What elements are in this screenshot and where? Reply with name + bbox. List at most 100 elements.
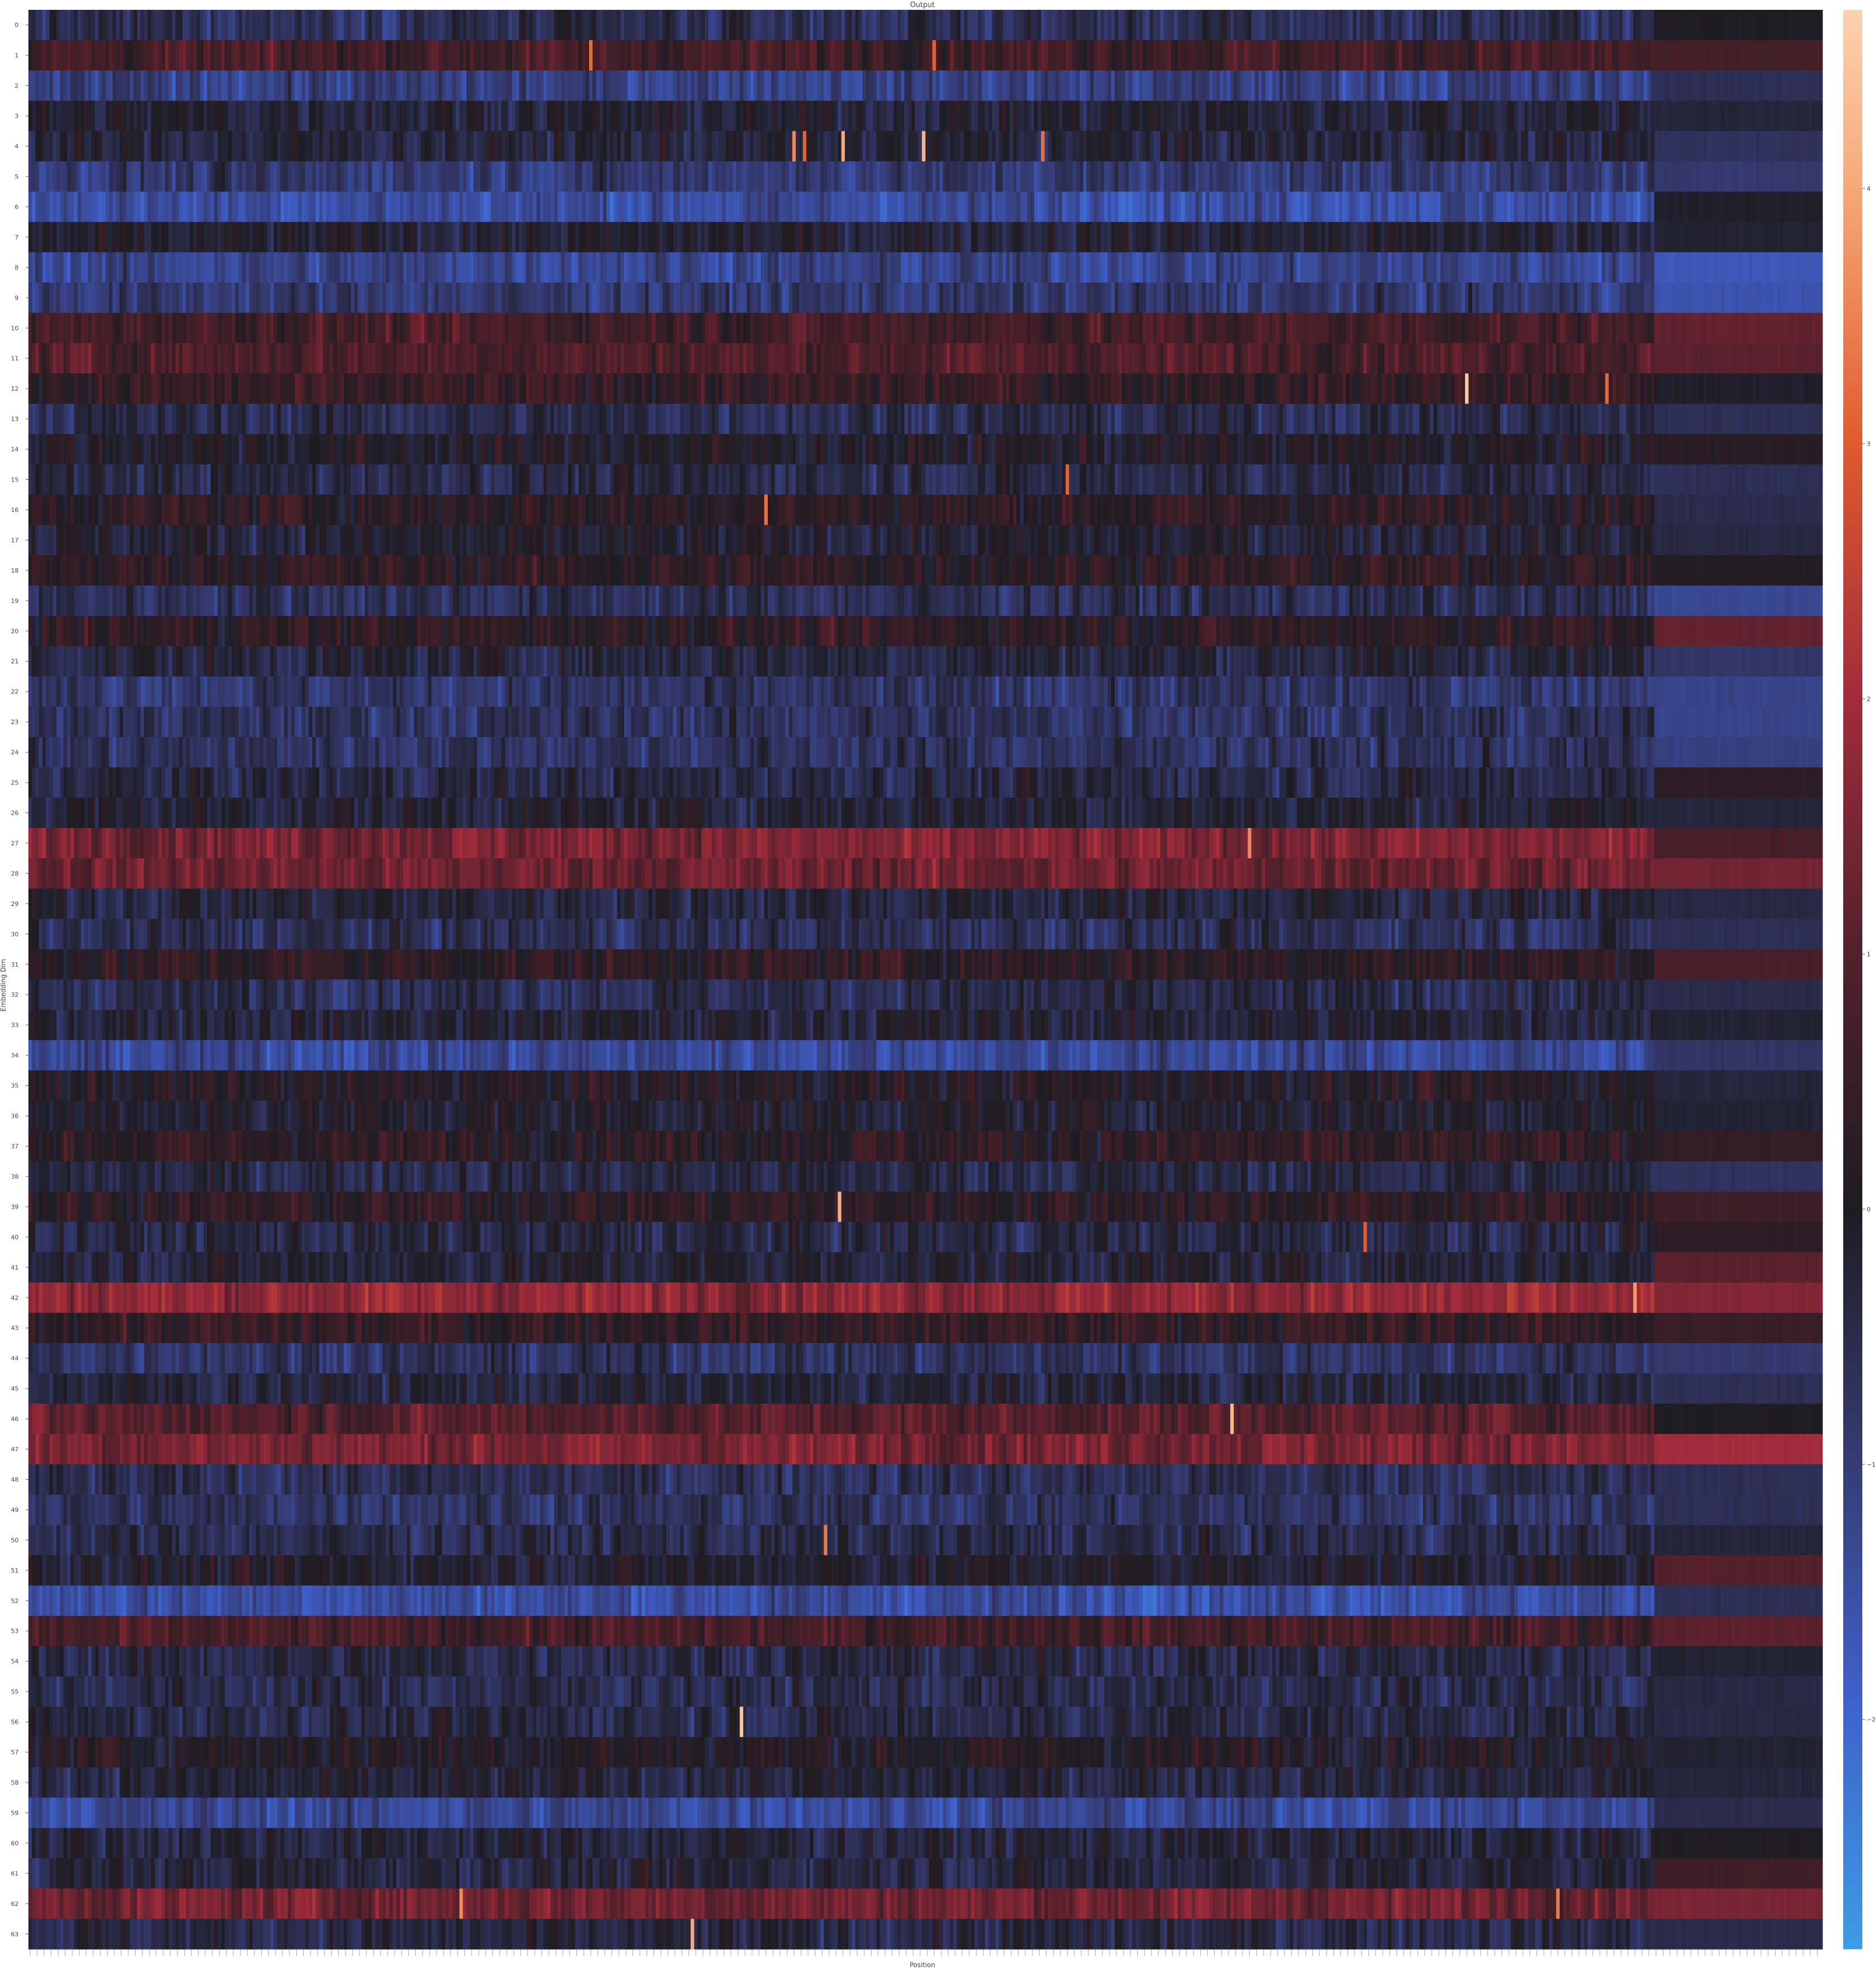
heatmap-cell [1360,131,1364,162]
heatmap-cell [28,40,32,70]
heatmap-cell [417,222,421,252]
heatmap-cell [1486,10,1490,40]
heatmap-cell [410,222,414,252]
heatmap-cell [1276,161,1280,192]
heatmap-cell [1150,222,1154,252]
heatmap-cell [589,101,593,131]
heatmap-cell [568,161,572,192]
heatmap-cell [1132,222,1136,252]
heatmap-cell [813,161,817,192]
heatmap-cell [91,222,95,252]
heatmap-cell [88,161,92,192]
heatmap-cell [859,222,863,252]
heatmap-cell [1230,10,1234,40]
heatmap-cell [1549,40,1553,70]
heatmap-cell [582,101,586,131]
heatmap-cell [298,222,302,252]
heatmap-cell [1244,101,1248,131]
heatmap-cell [1041,161,1045,192]
heatmap-cell [1637,70,1640,101]
heatmap-cell [1444,70,1448,101]
heatmap-cell [627,161,631,192]
heatmap-cell [1700,131,1704,162]
heatmap-cell [1752,131,1756,162]
heatmap-cell [351,192,355,222]
heatmap-cell [396,161,400,192]
heatmap-cell [60,131,64,162]
heatmap-cell [116,192,120,222]
heatmap-cell [1675,101,1679,131]
heatmap-cell [1402,161,1406,192]
heatmap-cell [477,222,481,252]
heatmap-cell [978,101,982,131]
heatmap-cell [179,222,183,252]
heatmap-cell [277,10,281,40]
heatmap-cell [904,222,908,252]
heatmap-cell [78,192,81,222]
heatmap-cell [1574,70,1578,101]
heatmap-cell [309,101,313,131]
heatmap-cell [249,10,253,40]
heatmap-cell [519,222,523,252]
heatmap-cell [1024,101,1027,131]
heatmap-cell [333,70,337,101]
heatmap-cell [1510,70,1514,101]
heatmap-cell [957,161,961,192]
heatmap-cell [1325,222,1328,252]
heatmap-cell [249,101,253,131]
heatmap-cell [624,70,628,101]
heatmap-cell [1451,131,1455,162]
heatmap-cell [407,161,411,192]
heatmap-cell [1808,222,1812,252]
heatmap-cell [1336,10,1339,40]
heatmap-cell [1027,161,1031,192]
heatmap-cell [1336,70,1339,101]
heatmap-cell [561,10,565,40]
heatmap-cell [715,222,719,252]
heatmap-cell [1798,222,1802,252]
heatmap-cell [1388,192,1392,222]
heatmap-cell [214,131,218,162]
heatmap-cell [1388,222,1392,252]
heatmap-cell [403,101,407,131]
heatmap-cell [1570,70,1574,101]
heatmap-cell [869,10,873,40]
heatmap-cell [1686,131,1690,162]
heatmap-cell [200,192,204,222]
heatmap-cell [172,70,176,101]
heatmap-cell [1066,131,1069,162]
heatmap-cell [190,101,193,131]
heatmap-cell [1504,70,1508,101]
heatmap-cell [1426,70,1430,101]
heatmap-cell [1528,131,1532,162]
heatmap-cell [1545,222,1549,252]
heatmap-cell [1395,192,1399,222]
heatmap-cell [344,222,348,252]
heatmap-cell [817,101,821,131]
heatmap-cell [228,222,232,252]
heatmap-cell [137,40,141,70]
heatmap-cell [246,161,250,192]
heatmap-cell [946,192,950,222]
heatmap-cell [186,222,190,252]
heatmap-cell [431,40,435,70]
heatmap-cell [190,40,193,70]
heatmap-cell [1097,222,1101,252]
heatmap-cell [274,161,278,192]
heatmap-cell [1024,192,1027,222]
heatmap-cell [172,161,176,192]
y-axis-label: Embedding Dim [0,959,7,1011]
heatmap-cell [1251,70,1255,101]
heatmap-cell [1016,70,1020,101]
heatmap-cell [288,101,292,131]
heatmap-cell [1661,10,1665,40]
heatmap-cell [915,10,919,40]
heatmap-cell [400,192,404,222]
heatmap-cell [719,222,722,252]
heatmap-cell [1654,40,1658,70]
heatmap-cell [1244,222,1248,252]
heatmap-cell [39,252,43,283]
heatmap-cell [1766,40,1770,70]
heatmap-cell [1111,161,1115,192]
heatmap-cell [936,101,940,131]
